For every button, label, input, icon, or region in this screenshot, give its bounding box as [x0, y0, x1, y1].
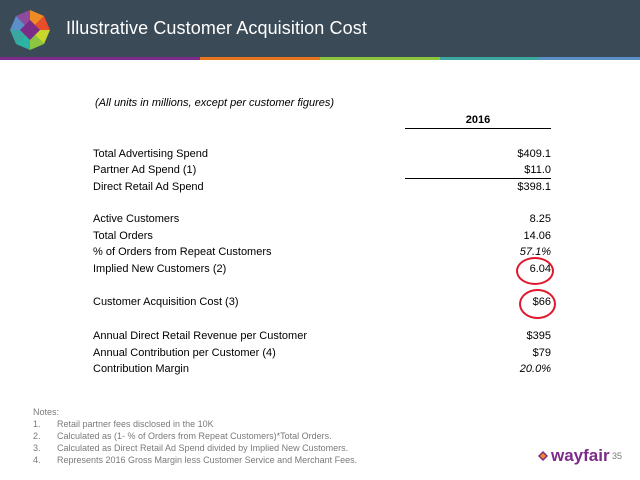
row-value: $409.1	[517, 148, 551, 160]
table-row: Total Orders 14.06	[93, 230, 551, 245]
highlight-circle	[519, 289, 556, 319]
row-label: Direct Retail Ad Spend	[93, 181, 204, 193]
footnote-number: 4.	[33, 455, 41, 465]
table-row: Implied New Customers (2) 6.04	[93, 263, 551, 278]
row-value: $395	[526, 330, 551, 342]
row-label: Active Customers	[93, 213, 180, 225]
slide-header: Illustrative Customer Acquisition Cost	[0, 0, 640, 57]
footnote-text: Represents 2016 Gross Margin less Custom…	[57, 455, 358, 465]
row-value: $79	[532, 347, 551, 359]
footnote-number: 1.	[33, 419, 41, 429]
footnote-number: 2.	[33, 431, 41, 441]
footnote-item: 2. Calculated as (1- % of Orders from Re…	[33, 430, 357, 442]
subtotal-rule	[405, 178, 551, 179]
footnote-item: 3. Calculated as Direct Retail Ad Spend …	[33, 442, 357, 454]
row-label: Customer Acquisition Cost (3)	[93, 296, 239, 308]
row-label: Contribution Margin	[93, 363, 189, 375]
row-value: 20.0%	[519, 363, 551, 375]
footnotes: Notes: 1. Retail partner fees disclosed …	[33, 406, 357, 466]
row-value: 57.1%	[519, 246, 551, 258]
row-label: Total Advertising Spend	[93, 148, 208, 160]
brand-name: wayfair	[551, 446, 610, 465]
wayfair-mark-icon	[538, 451, 548, 461]
footnote-item: 4. Represents 2016 Gross Margin less Cus…	[33, 454, 357, 466]
wayfair-pinwheel-logo-icon	[10, 10, 50, 50]
row-label: Total Orders	[93, 230, 153, 242]
table-row: Direct Retail Ad Spend $398.1	[93, 181, 551, 196]
footnote-text: Calculated as Direct Retail Ad Spend div…	[57, 443, 349, 453]
column-header-year: 2016	[405, 114, 551, 129]
row-label: % of Orders from Repeat Customers	[93, 246, 272, 258]
slide-title: Illustrative Customer Acquisition Cost	[66, 18, 367, 38]
footnote-text: Calculated as (1- % of Orders from Repea…	[57, 431, 332, 441]
table-row: Contribution Margin 20.0%	[93, 363, 551, 378]
units-note: (All units in millions, except per custo…	[95, 97, 335, 109]
wayfair-brand-logo: wayfair	[538, 446, 610, 466]
table-row: Customer Acquisition Cost (3) $66	[93, 296, 551, 311]
table-row: % of Orders from Repeat Customers 57.1%	[93, 246, 551, 261]
table-row: Total Advertising Spend $409.1	[93, 148, 551, 163]
row-label: Implied New Customers (2)	[93, 263, 227, 275]
row-value: 8.25	[529, 213, 551, 225]
footnote-text: Retail partner fees disclosed in the 10K	[57, 419, 214, 429]
row-value: 14.06	[523, 230, 551, 242]
table-row: Annual Contribution per Customer (4) $79	[93, 347, 551, 362]
header-color-stripe	[0, 57, 640, 60]
table-row: Active Customers 8.25	[93, 213, 551, 228]
row-label: Annual Contribution per Customer (4)	[93, 347, 276, 359]
table-row: Partner Ad Spend (1) $11.0	[93, 164, 551, 179]
page-number: 35	[612, 451, 623, 461]
highlight-circle	[516, 257, 554, 285]
notes-title: Notes:	[33, 407, 60, 417]
footnote-item: 1. Retail partner fees disclosed in the …	[33, 418, 357, 430]
row-label: Annual Direct Retail Revenue per Custome…	[93, 330, 307, 342]
table-row: Annual Direct Retail Revenue per Custome…	[93, 330, 551, 345]
footnote-number: 3.	[33, 443, 41, 453]
row-label: Partner Ad Spend (1)	[93, 164, 197, 176]
row-value: $398.1	[517, 181, 551, 193]
row-value: $11.0	[524, 164, 551, 176]
